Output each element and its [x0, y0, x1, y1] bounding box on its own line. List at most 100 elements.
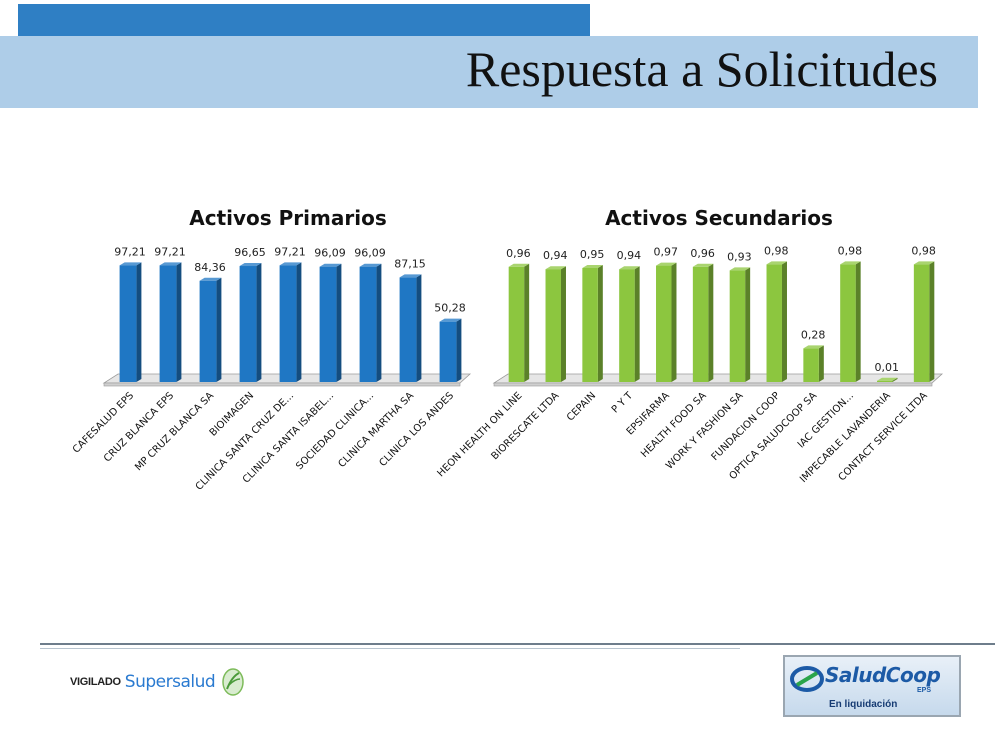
- data-label: 0,94: [617, 249, 642, 262]
- category-label: BIORESCATE LTDA: [490, 390, 562, 462]
- bar-side: [256, 263, 262, 382]
- vigilado-label: VIGILADO: [70, 676, 121, 688]
- bar-top: [729, 267, 751, 271]
- bar-top: [803, 345, 824, 349]
- top-accent-bar: [18, 4, 590, 42]
- bar-top: [119, 262, 142, 266]
- bar-top: [656, 262, 677, 266]
- data-label: 0,98: [764, 244, 789, 257]
- bar: [692, 266, 709, 382]
- bar: [399, 277, 417, 382]
- data-label: 50,28: [434, 302, 466, 315]
- saludcoop-eps: EPS: [917, 687, 932, 694]
- bar: [803, 348, 819, 382]
- bar-side: [176, 262, 182, 382]
- bar: [877, 380, 893, 382]
- data-label: 0,96: [690, 247, 715, 260]
- bar-side: [855, 261, 861, 382]
- chart-title: Activos Secundarios: [605, 206, 833, 230]
- bar-side: [745, 267, 751, 382]
- chart-floor-edge: [493, 382, 933, 387]
- bar-side: [136, 262, 142, 382]
- bar: [545, 269, 561, 382]
- saludcoop-subtitle: En liquidación: [829, 699, 898, 710]
- bar-side: [892, 377, 898, 382]
- bar: [508, 266, 525, 382]
- bar-side: [456, 318, 462, 382]
- bar: [766, 264, 782, 382]
- supersalud-wordmark: Supersalud: [124, 672, 216, 692]
- bar-side: [597, 265, 603, 382]
- data-label: 0,93: [727, 250, 752, 263]
- bar-side: [671, 262, 677, 382]
- bar-top: [199, 277, 222, 281]
- data-label: 0,97: [654, 246, 679, 259]
- bar-top: [359, 263, 382, 267]
- bar-side: [524, 263, 530, 382]
- category-label: CRUZ BLANCA EPS: [102, 390, 176, 464]
- data-label: 97,21: [114, 245, 146, 258]
- bar-top: [279, 262, 302, 266]
- category-label: P Y T: [610, 390, 636, 416]
- bar-top: [319, 263, 342, 267]
- bar-side: [296, 262, 302, 382]
- data-label: 0,98: [838, 244, 863, 257]
- bar-top: [692, 263, 714, 267]
- data-label: 0,98: [911, 244, 936, 257]
- vigilado-supersalud-logo: VIGILADO Supersalud: [70, 662, 245, 702]
- bar: [359, 266, 377, 382]
- data-label: 0,94: [543, 249, 568, 262]
- data-label: 84,36: [194, 261, 226, 274]
- bar-top: [913, 261, 935, 265]
- slide-title: Respuesta a Solicitudes: [465, 41, 938, 97]
- title-band: [0, 36, 978, 108]
- category-label: SOCIEDAD CLINICA...: [294, 390, 376, 472]
- bar-side: [216, 277, 222, 382]
- bar-side: [818, 345, 824, 382]
- bar-top: [877, 377, 898, 381]
- bar: [619, 269, 635, 382]
- bar: [119, 265, 137, 382]
- data-label: 87,15: [394, 257, 426, 270]
- category-label: HEALTH FOOD SA: [639, 390, 709, 460]
- bar: [279, 265, 297, 382]
- data-label: 96,09: [354, 247, 386, 260]
- bar-side: [634, 266, 640, 382]
- saludcoop-emblem-icon: [790, 666, 824, 692]
- saludcoop-name: SaludCoop: [825, 663, 941, 687]
- bar-side: [336, 263, 342, 382]
- bar-side: [781, 261, 787, 382]
- data-label: 0,01: [875, 361, 900, 374]
- bar-top: [545, 266, 566, 270]
- data-label: 0,96: [506, 247, 531, 260]
- data-label: 0,28: [801, 328, 826, 341]
- bar-top: [840, 261, 861, 265]
- bar-top: [582, 265, 603, 268]
- category-label: FUNDACION COOP: [710, 390, 783, 463]
- saludcoop-logo: SaludCoop EPS En liquidación: [783, 655, 961, 717]
- bar: [239, 266, 257, 382]
- data-label: 96,65: [234, 246, 266, 259]
- bar-side: [416, 274, 422, 382]
- data-label: 97,21: [154, 245, 186, 258]
- bar: [439, 321, 457, 382]
- bar: [729, 270, 746, 382]
- bar: [582, 268, 598, 382]
- bar-top: [508, 263, 530, 267]
- category-label: CLINICA LOS ANDES: [377, 390, 456, 469]
- bar: [840, 264, 856, 382]
- bar-side: [708, 263, 714, 382]
- data-label: 96,09: [314, 247, 346, 260]
- bar: [913, 264, 930, 382]
- bar: [656, 265, 672, 382]
- bar-side: [376, 263, 382, 382]
- chart-floor-edge: [103, 382, 461, 387]
- category-label: MP CRUZ BLANCA SA: [133, 390, 216, 473]
- bar: [159, 265, 177, 382]
- bar: [199, 280, 217, 382]
- bar-top: [766, 261, 787, 265]
- data-label: 0,95: [580, 248, 605, 261]
